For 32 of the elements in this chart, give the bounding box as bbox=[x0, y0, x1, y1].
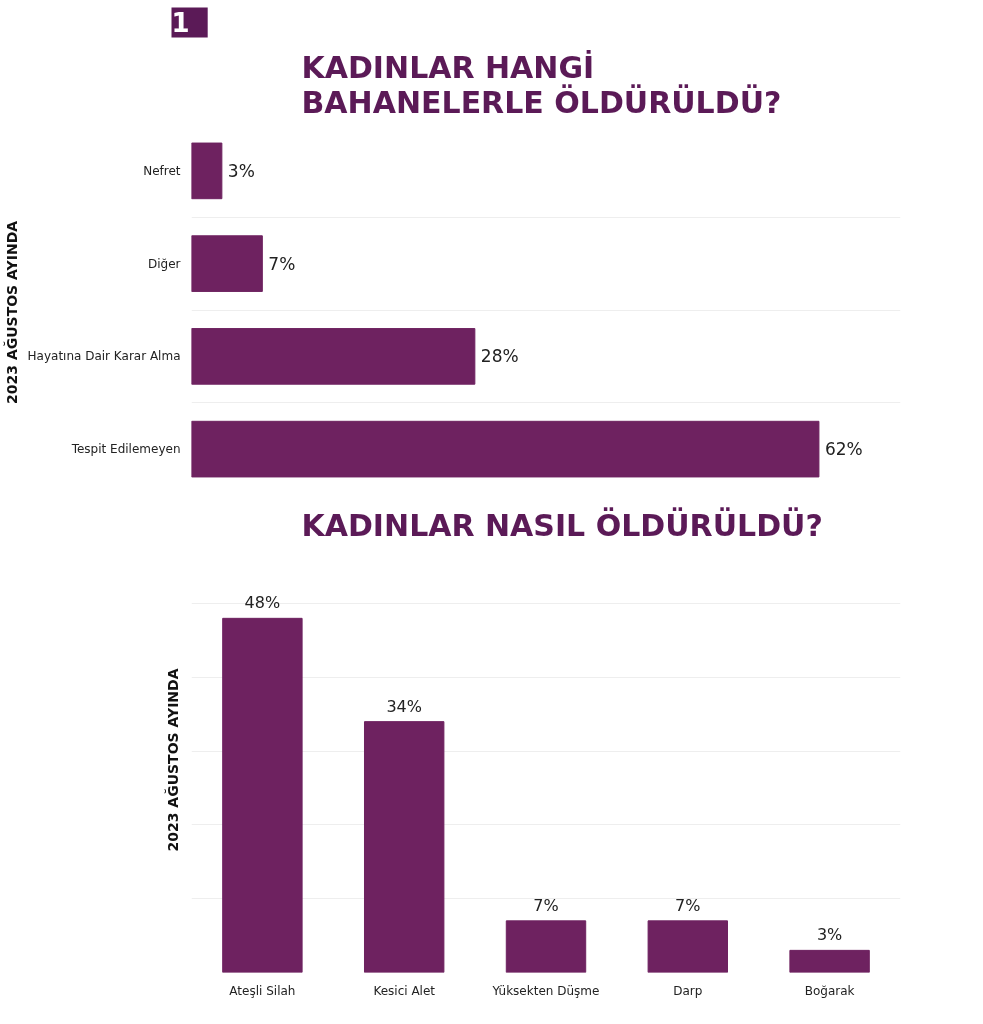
y-tick-label: Nefret bbox=[143, 163, 181, 178]
data-label: 3% bbox=[227, 160, 255, 181]
chart-title: KADINLAR HANGİ BAHANELERLE ÖLDÜRÜLDÜ? bbox=[301, 49, 782, 120]
x-tick-label: Kesici Alet bbox=[373, 983, 436, 998]
data-label: 34% bbox=[386, 696, 422, 716]
data-label: 7% bbox=[533, 895, 559, 915]
x-tick-label: Darp bbox=[673, 983, 703, 998]
data-label: 62% bbox=[824, 439, 863, 460]
bar bbox=[191, 328, 476, 385]
bar bbox=[789, 949, 870, 973]
y-tick-label: Tespit Edilemeyen bbox=[70, 442, 181, 457]
x-tick-label: Yüksekten Düşme bbox=[491, 983, 600, 998]
bar bbox=[647, 920, 728, 973]
text: 1 bbox=[171, 7, 190, 38]
data-label: 7% bbox=[675, 895, 701, 915]
bar bbox=[191, 235, 263, 292]
bar bbox=[364, 721, 445, 973]
bar bbox=[222, 617, 303, 973]
chart-title: KADINLAR NASIL ÖLDÜRÜLDÜ? bbox=[301, 506, 823, 543]
data-label: 3% bbox=[816, 925, 843, 945]
x-tick-label: Boğarak bbox=[804, 983, 855, 998]
bar bbox=[191, 420, 820, 478]
y-tick-label: Hayatına Dair Karar Alma bbox=[27, 349, 181, 364]
bar bbox=[191, 142, 223, 200]
y-axis-title: 2023 AĞUSTOS AYINDA bbox=[163, 668, 181, 852]
data-label: 28% bbox=[480, 346, 519, 367]
y-axis-title: 2023 AĞUSTOS AYINDA bbox=[2, 220, 20, 404]
data-label: 7% bbox=[268, 253, 296, 274]
data-label: 48% bbox=[244, 593, 281, 613]
bar bbox=[505, 920, 587, 973]
y-tick-label: Diğer bbox=[147, 256, 181, 271]
x-tick-label: Ateşli Silah bbox=[229, 983, 296, 998]
